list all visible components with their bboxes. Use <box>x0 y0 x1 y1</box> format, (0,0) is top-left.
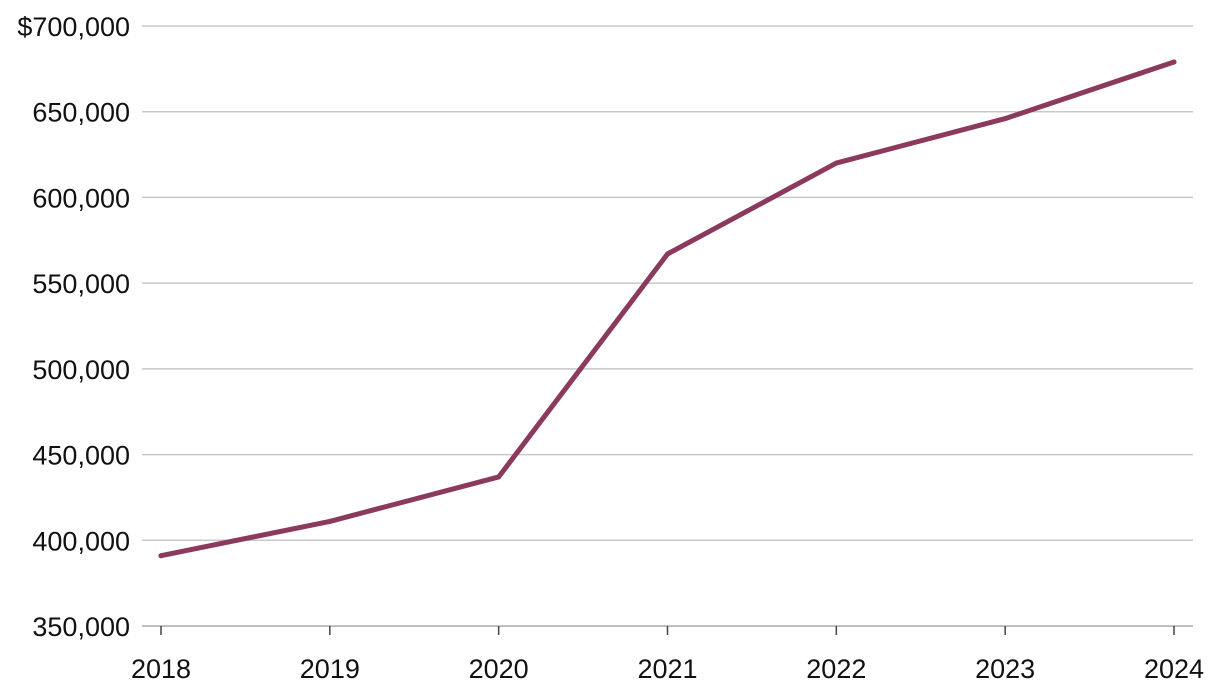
data-point <box>1002 116 1008 122</box>
y-tick-label: 350,000 <box>32 612 130 642</box>
x-tick-label: 2019 <box>300 654 360 684</box>
gridlines <box>142 25 1193 627</box>
y-tick-label: 650,000 <box>32 98 130 128</box>
series-layer <box>158 59 1177 559</box>
y-tick-label: 600,000 <box>32 183 130 213</box>
x-tick-label: 2018 <box>131 654 191 684</box>
data-point <box>496 474 502 480</box>
series-line <box>158 59 1177 559</box>
x-tick-label: 2022 <box>806 654 866 684</box>
x-tick-label: 2021 <box>637 654 697 684</box>
y-tick-label: 450,000 <box>32 441 130 471</box>
y-tick-label: 400,000 <box>32 526 130 556</box>
y-tick-label: 500,000 <box>32 355 130 385</box>
x-tick-label: 2020 <box>469 654 529 684</box>
y-axis: 350,000 400,000 450,000 500,000 550,000 600,0… <box>17 12 130 642</box>
y-tick-label: $700,000 <box>17 12 130 42</box>
x-tick-label: 2024 <box>1144 654 1204 684</box>
data-point <box>327 518 333 524</box>
y-tick-label: 550,000 <box>32 269 130 299</box>
data-point <box>158 553 164 559</box>
data-point <box>1171 59 1177 65</box>
x-axis: 2018 2019 2020 2021 2022 2023 2024 <box>131 626 1204 684</box>
x-tick-label: 2023 <box>975 654 1035 684</box>
data-point <box>665 251 670 257</box>
data-point <box>833 160 839 166</box>
